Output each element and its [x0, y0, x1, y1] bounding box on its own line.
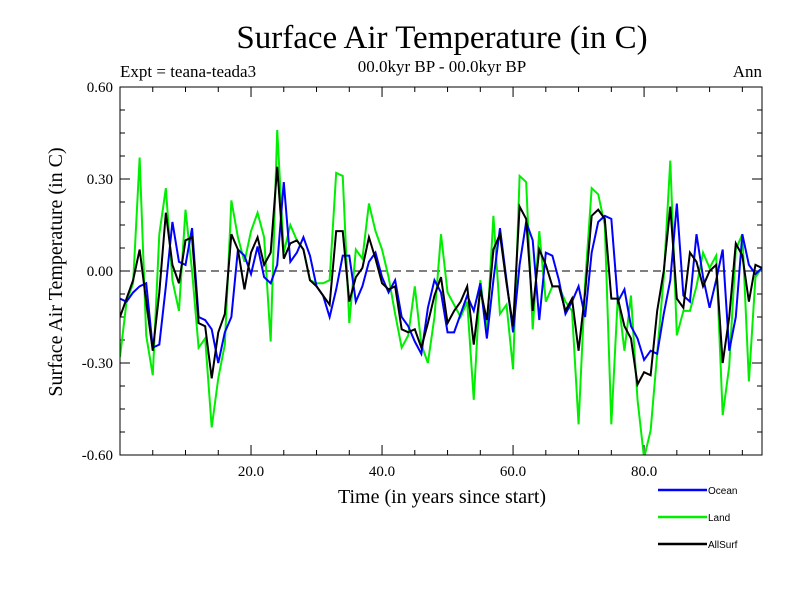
x-axis-label: Time (in years since start) — [338, 486, 546, 508]
chart-title: Surface Air Temperature (in C) — [236, 20, 647, 56]
series-line-allsurf — [120, 166, 762, 388]
y-tick-label: -0.60 — [82, 448, 113, 464]
x-tick-label: 20.0 — [238, 464, 264, 480]
x-tick-label: 40.0 — [369, 464, 395, 480]
x-tick-label: 60.0 — [500, 464, 526, 480]
legend-label-land: Land — [708, 513, 730, 524]
y-tick-label: -0.30 — [82, 356, 113, 372]
chart-subtitle: 00.0kyr BP - 00.0kyr BP — [358, 57, 526, 76]
y-tick-label: 0.30 — [87, 172, 113, 188]
legend-label-allsurf: AllSurf — [708, 540, 738, 551]
y-tick-label: 0.60 — [87, 80, 113, 96]
plot-frame — [119, 86, 763, 456]
legend-label-ocean: Ocean — [708, 486, 737, 497]
series-line-ocean — [120, 181, 762, 364]
y-axis-label: Surface Air Temperature (in C) — [45, 147, 67, 396]
x-tick-label: 80.0 — [631, 464, 657, 480]
y-tick-label: 0.00 — [87, 264, 113, 280]
season-label: Ann — [733, 62, 763, 81]
experiment-label: Expt = teana-teada3 — [120, 62, 256, 81]
